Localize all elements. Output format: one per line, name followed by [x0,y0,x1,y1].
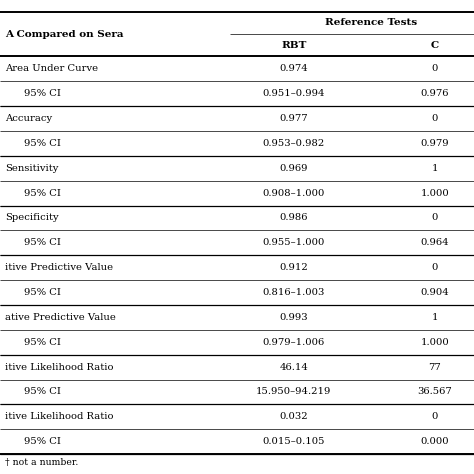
Text: 0.951–0.994: 0.951–0.994 [263,89,325,98]
Text: † not a number.: † not a number. [5,458,78,467]
Text: 0.979–1.006: 0.979–1.006 [263,338,325,347]
Text: Sensitivity: Sensitivity [5,164,58,173]
Text: 46.14: 46.14 [280,363,308,372]
Text: A Compared on Sera: A Compared on Sera [5,30,123,38]
Text: ative Predictive Value: ative Predictive Value [5,313,116,322]
Text: 95% CI: 95% CI [24,288,61,297]
Text: 0: 0 [432,412,438,421]
Text: 0.955–1.000: 0.955–1.000 [263,238,325,247]
Text: 0.969: 0.969 [280,164,308,173]
Text: 0.816–1.003: 0.816–1.003 [263,288,325,297]
Text: 15.950–94.219: 15.950–94.219 [256,387,332,396]
Text: itive Likelihood Ratio: itive Likelihood Ratio [5,412,113,421]
Text: Specificity: Specificity [5,213,58,222]
Text: 0.977: 0.977 [280,114,308,123]
Text: 1: 1 [432,313,438,322]
Text: 95% CI: 95% CI [24,139,61,148]
Text: 0: 0 [432,114,438,123]
Text: 0: 0 [432,64,438,73]
Text: 95% CI: 95% CI [24,238,61,247]
Text: 0.032: 0.032 [280,412,308,421]
Text: 0.953–0.982: 0.953–0.982 [263,139,325,148]
Text: 77: 77 [428,363,441,372]
Text: 0.000: 0.000 [420,437,449,446]
Text: Reference Tests: Reference Tests [325,18,417,27]
Text: 1.000: 1.000 [420,338,449,347]
Text: 0.976: 0.976 [420,89,449,98]
Text: 95% CI: 95% CI [24,387,61,396]
Text: 0.974: 0.974 [280,64,308,73]
Text: 95% CI: 95% CI [24,189,61,198]
Text: RBT: RBT [281,41,307,50]
Text: Area Under Curve: Area Under Curve [5,64,98,73]
Text: 0.904: 0.904 [420,288,449,297]
Text: 0: 0 [432,213,438,222]
Text: 0.908–1.000: 0.908–1.000 [263,189,325,198]
Text: 0: 0 [432,263,438,272]
Text: 1.000: 1.000 [420,189,449,198]
Text: 0.015–0.105: 0.015–0.105 [263,437,325,446]
Text: itive Predictive Value: itive Predictive Value [5,263,113,272]
Text: 0.964: 0.964 [420,238,449,247]
Text: C: C [431,41,439,50]
Text: 0.912: 0.912 [280,263,308,272]
Text: 0.993: 0.993 [280,313,308,322]
Text: 95% CI: 95% CI [24,437,61,446]
Text: Accuracy: Accuracy [5,114,52,123]
Text: 36.567: 36.567 [418,387,452,396]
Text: itive Likelihood Ratio: itive Likelihood Ratio [5,363,113,372]
Text: 95% CI: 95% CI [24,338,61,347]
Text: 95% CI: 95% CI [24,89,61,98]
Text: 0.979: 0.979 [420,139,449,148]
Text: 0.986: 0.986 [280,213,308,222]
Text: 1: 1 [432,164,438,173]
